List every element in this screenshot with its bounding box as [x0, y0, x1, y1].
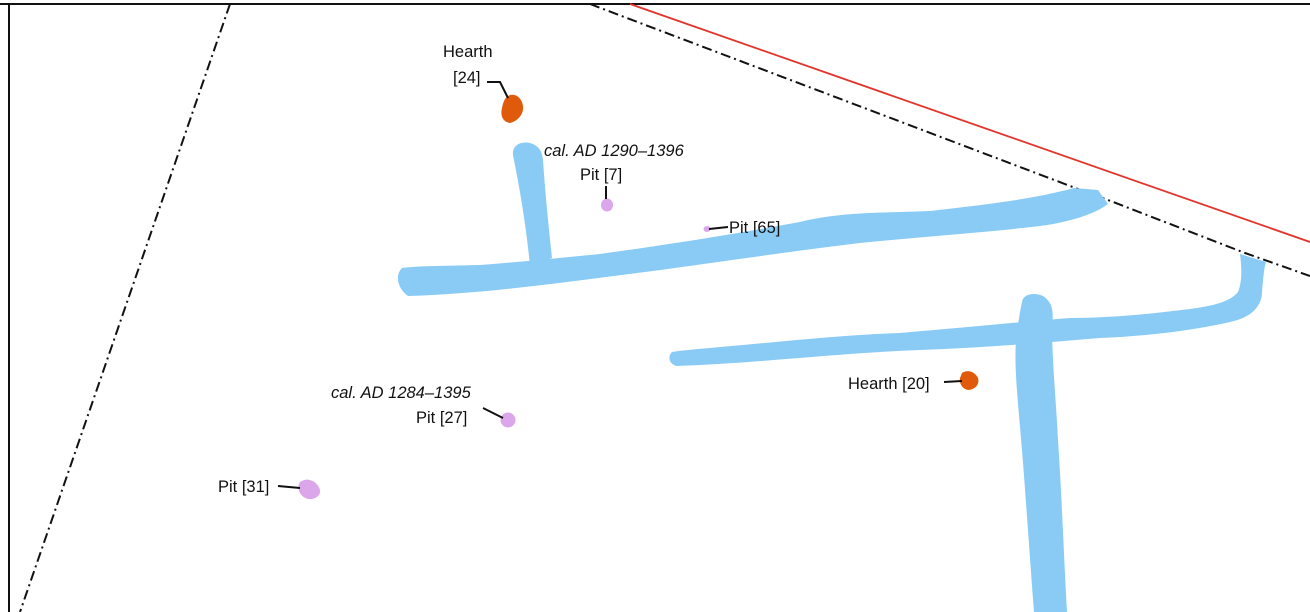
pit-65-label: Pit [65]	[729, 219, 780, 237]
hearth-24-leader	[487, 81, 509, 99]
pit-27-feature	[500, 412, 516, 428]
pit-27-label: Pit [27]	[416, 409, 467, 427]
pit-31-label: Pit [31]	[218, 478, 269, 496]
top-boundary-line	[589, 3, 1310, 277]
pit-7-feature	[601, 198, 613, 212]
hearth-20-leader	[943, 380, 963, 383]
hearth-20-label: Hearth [20]	[848, 375, 930, 393]
pit-7-date-label: cal. AD 1290–1396	[544, 142, 685, 160]
hearth-24-label-line1: Hearth	[443, 43, 493, 61]
pit-27-date-label: cal. AD 1284–1395	[331, 384, 472, 402]
pit-65-feature	[703, 226, 711, 232]
pit-31-leader	[277, 485, 301, 489]
red-boundary-line	[629, 3, 1310, 243]
ditch-northern-spur	[512, 142, 552, 266]
ditch-northern-east-west	[397, 188, 1109, 296]
pit-65-leader	[708, 226, 729, 230]
ditch-southern-east-west	[669, 254, 1266, 366]
left-boundary-line	[19, 3, 231, 612]
pit-7-label: Pit [7]	[580, 166, 622, 184]
pit-31-feature	[298, 479, 321, 500]
hearth-24-feature	[501, 94, 524, 123]
pit-27-leader	[482, 407, 504, 419]
hearth-20-feature	[959, 371, 979, 390]
ditch-north-south	[1015, 294, 1067, 612]
hearth-24-label-line2: [24]	[453, 69, 481, 87]
